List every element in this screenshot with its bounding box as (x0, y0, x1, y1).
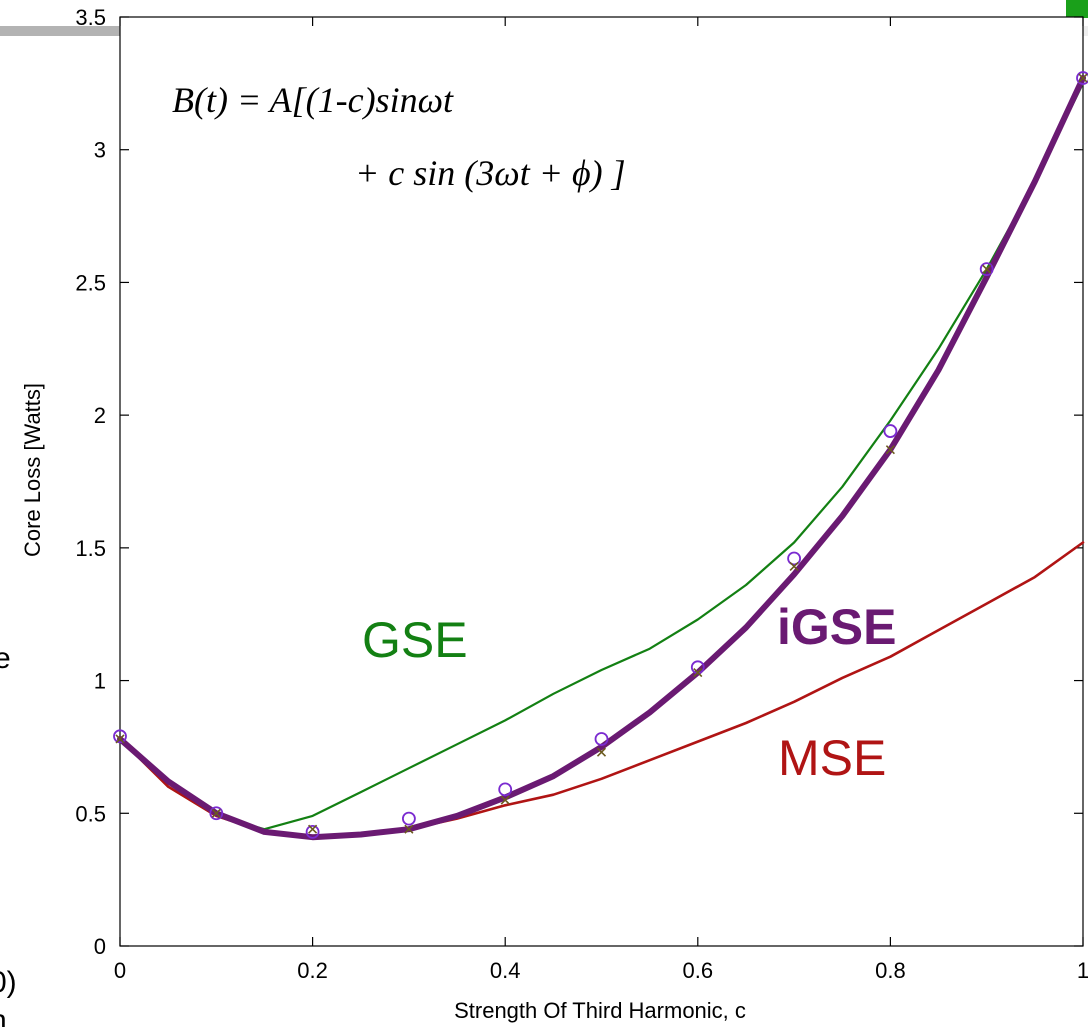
y-tick-label: 0 (94, 934, 106, 959)
cross-marker (1078, 73, 1088, 83)
circle-marker (787, 551, 801, 566)
left-edge-text-paren: 0) (0, 966, 17, 999)
mse-label: MSE (778, 730, 886, 786)
x-tick-label: 1 (1077, 958, 1088, 983)
x-axis-label: Strength Of Third Harmonic, c (454, 998, 746, 1023)
circle-marker (883, 424, 898, 438)
series-line-igse (117, 75, 1086, 841)
equation-line-2: + c sin (3ωt + ϕ) ] (355, 153, 626, 193)
y-tick-label: 2.5 (75, 270, 106, 295)
gse-label: GSE (362, 612, 468, 668)
cross-marker (982, 264, 992, 274)
y-tick-label: 1.5 (75, 536, 106, 561)
y-tick-label: 0.5 (75, 801, 106, 826)
x-tick-label: 0.8 (875, 958, 906, 983)
cross-marker (308, 824, 318, 834)
circle-marker (401, 811, 416, 826)
left-edge-text-n: n (0, 1004, 7, 1027)
circle-marker (113, 729, 127, 744)
cross-marker (596, 747, 607, 757)
circle-marker (498, 782, 513, 797)
igse-label: iGSE (777, 599, 896, 655)
plot-area (119, 16, 1084, 947)
cross-marker (115, 734, 125, 744)
green-corner-block (1066, 0, 1088, 18)
x-tick-label: 0.2 (297, 958, 328, 983)
series-line-gse (118, 82, 1085, 831)
header-rule (0, 26, 120, 36)
cross-marker (404, 824, 414, 834)
circle-marker (594, 732, 609, 746)
x-tick-label: 0 (114, 958, 126, 983)
y-axis-label: Core Loss [Watts] (20, 383, 45, 557)
circle-marker (305, 824, 320, 839)
y-tick-label: 1 (94, 669, 106, 694)
axis-ticks (119, 16, 1084, 947)
cross-marker (211, 808, 221, 818)
left-edge-text-e: e (0, 642, 11, 675)
equation-line-1: B(t) = A[(1-c)sinωt (172, 80, 454, 120)
circle-marker (209, 806, 224, 821)
data-markers (113, 71, 1088, 839)
series-lines (117, 75, 1086, 841)
y-tick-label: 3 (94, 138, 106, 163)
cross-marker (885, 445, 895, 455)
y-tick-label: 3.5 (75, 5, 106, 30)
circle-marker (979, 262, 994, 277)
x-tick-label: 0.6 (683, 958, 714, 983)
y-tick-label: 2 (94, 403, 106, 428)
cross-marker (500, 795, 510, 805)
axis-tick-labels: 0 0.2 0.4 0.6 0.8 1 0 0.5 1 1.5 2 2.5 3 3.5 (75, 5, 1088, 983)
x-tick-label: 0.4 (490, 958, 521, 983)
cross-marker (693, 668, 703, 678)
cross-marker (789, 561, 799, 572)
circle-marker (1076, 71, 1088, 85)
